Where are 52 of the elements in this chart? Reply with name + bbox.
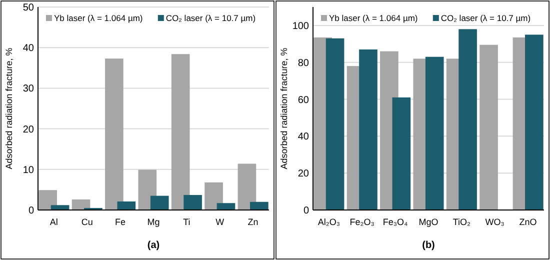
y-tick-label: 20 (22, 124, 34, 136)
y-tick-label: 50 (22, 2, 34, 14)
legend-label: CO₂ laser (λ = 10.7 µm) (166, 13, 256, 23)
bar (38, 190, 57, 210)
text: (b) (422, 240, 435, 251)
x-tick-label: ZnO (519, 217, 537, 227)
bar (425, 56, 444, 210)
bar (326, 38, 344, 210)
bar (50, 205, 70, 210)
x-tick-label: Al₂O₃ (318, 217, 340, 227)
y-tick-label: 0 (303, 206, 310, 216)
x-tick-label: Mg (147, 217, 160, 227)
bar (480, 44, 498, 210)
y-tick-label: 30 (22, 84, 34, 95)
x-tick-label: MgO (418, 217, 438, 227)
y-axis-title: Adsorbed radiation fracture, % (279, 48, 289, 170)
x-tick-label: Fe₃O₄ (382, 217, 408, 227)
text: (a) (147, 240, 160, 251)
y-tick-label: 60 (298, 94, 310, 106)
x-tick-label: Cu (81, 217, 93, 227)
bar (184, 194, 202, 210)
bar (117, 201, 136, 210)
bar (458, 29, 477, 210)
bar (250, 202, 268, 210)
x-tick-label: TiO₂ (452, 217, 472, 227)
y-tick-label: 40 (298, 132, 310, 143)
y-tick-label: 100 (292, 20, 310, 32)
y-tick-label: 20 (298, 168, 310, 180)
x-tick-label: Ti (183, 217, 190, 227)
legend-label: Yb laser (λ = 1.064 µm) (329, 13, 418, 23)
y-axis-title: Adsorbed radiation fracture, % (4, 48, 14, 170)
x-tick-label: Fe₂O₃ (350, 217, 375, 227)
bar (204, 182, 223, 210)
x-tick-label: Zn (248, 217, 258, 227)
x-tick-label: Al (50, 217, 58, 227)
legend-label: Yb laser (λ = 1.064 µm) (54, 13, 143, 23)
y-tick-label: 0 (28, 206, 34, 216)
bar (392, 97, 411, 210)
y-tick-label: 10 (22, 164, 34, 176)
y-tick-label: 80 (298, 58, 310, 69)
bar (171, 54, 190, 210)
x-tick-label: WO₃ (485, 217, 505, 227)
bar (216, 203, 236, 210)
bar (105, 58, 124, 210)
legend-label: CO₂ laser (λ = 10.7 µm) (440, 13, 531, 23)
x-tick-label: W (216, 217, 225, 227)
bar (150, 196, 169, 210)
x-tick-label: Fe (115, 217, 126, 227)
bar (525, 34, 544, 210)
y-tick-label: 40 (22, 43, 34, 54)
bar (359, 49, 378, 210)
bar (238, 164, 256, 210)
